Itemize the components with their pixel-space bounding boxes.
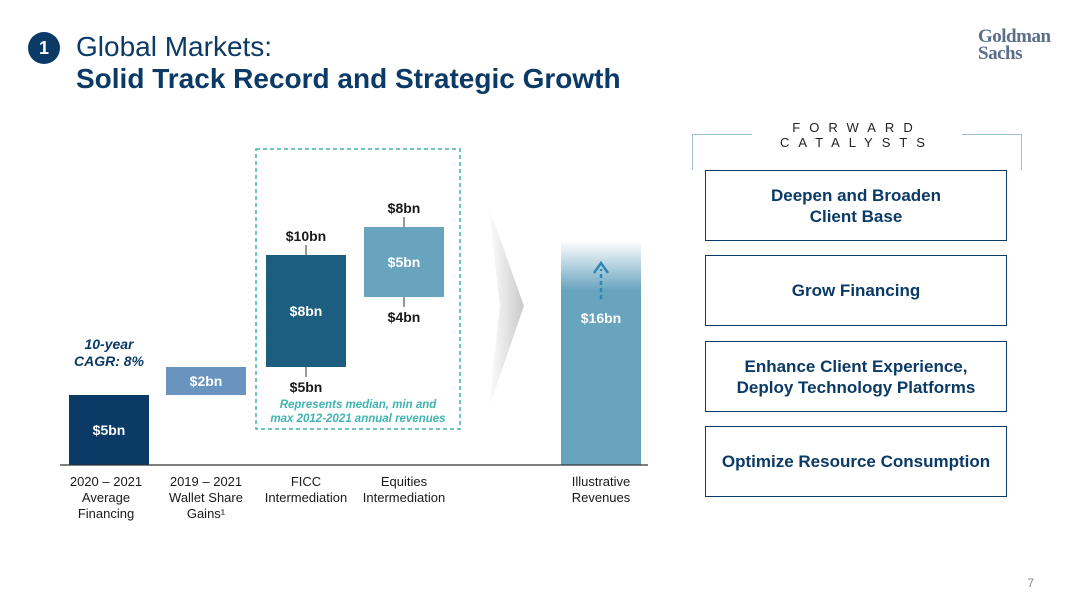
category-label-1-2: Gains¹ bbox=[187, 506, 226, 521]
range-highlight-box bbox=[255, 148, 461, 430]
bar-label-2: $8bn bbox=[290, 303, 323, 319]
category-label-4-0: Illustrative bbox=[572, 474, 631, 489]
slide-subtitle: Solid Track Record and Strategic Growth bbox=[76, 63, 621, 94]
catalysts-bracket-right-v bbox=[1021, 134, 1022, 170]
bar-label-4: $16bn bbox=[581, 310, 621, 326]
goldman-sachs-logo: Goldman Sachs bbox=[978, 26, 1051, 64]
category-label-1-0: 2019 – 2021 bbox=[170, 474, 242, 489]
catalysts-bracket-left-h bbox=[692, 134, 752, 135]
cagr-annotation-0: 10-year bbox=[84, 336, 135, 352]
bar-0 bbox=[69, 395, 149, 465]
slide-title: Global Markets: bbox=[76, 31, 273, 62]
category-label-4-1: Revenues bbox=[572, 490, 631, 505]
bar-3 bbox=[364, 227, 444, 297]
category-label-1-1: Wallet Share bbox=[169, 490, 243, 505]
waterfall-chart: $5bn $2bn $8bn $10bn $5bn $5bn $8bn $4bn $16bn 20… bbox=[60, 148, 648, 521]
catalysts-bracket-left-v bbox=[692, 134, 693, 170]
range-note-1: max 2012-2021 annual revenues bbox=[270, 413, 445, 425]
growth-arrow-head bbox=[592, 260, 610, 274]
forward-catalysts-title: FORWARD CATALYSTS bbox=[780, 120, 934, 150]
bar-label-3: $5bn bbox=[388, 254, 421, 270]
section-number-badge: 1 bbox=[28, 32, 60, 64]
bar-2 bbox=[266, 255, 346, 367]
catalyst-resource-consumption: Optimize Resource Consumption bbox=[705, 426, 1007, 497]
min-label-3: $4bn bbox=[388, 309, 421, 325]
bar-label-0: $5bn bbox=[93, 422, 126, 438]
cagr-annotation-1: CAGR: 8% bbox=[74, 353, 145, 369]
category-label-0-0: 2020 – 2021 bbox=[70, 474, 142, 489]
category-label-0-1: Average bbox=[82, 490, 130, 505]
catalyst-grow-financing: Grow Financing bbox=[705, 255, 1007, 326]
transition-chevron bbox=[488, 205, 524, 410]
page-number: 7 bbox=[1027, 576, 1034, 590]
category-label-2-0: FICC bbox=[291, 474, 321, 489]
range-note-0: Represents median, min and bbox=[280, 399, 438, 411]
min-label-2: $5bn bbox=[290, 379, 323, 395]
catalyst-client-base: Deepen and Broaden Client Base bbox=[705, 170, 1007, 241]
category-label-3-0: Equities bbox=[381, 474, 428, 489]
category-label-3-1: Intermediation bbox=[363, 490, 445, 505]
category-label-2-1: Intermediation bbox=[265, 490, 347, 505]
bar-1 bbox=[166, 367, 246, 395]
max-label-3: $8bn bbox=[388, 200, 421, 216]
bar-4 bbox=[561, 241, 641, 465]
max-label-2: $10bn bbox=[286, 228, 326, 244]
bar-label-1: $2bn bbox=[190, 373, 223, 389]
category-label-0-2: Financing bbox=[78, 506, 134, 521]
catalysts-bracket-right-h bbox=[962, 134, 1022, 135]
catalyst-client-experience: Enhance Client Experience, Deploy Techno… bbox=[705, 341, 1007, 412]
